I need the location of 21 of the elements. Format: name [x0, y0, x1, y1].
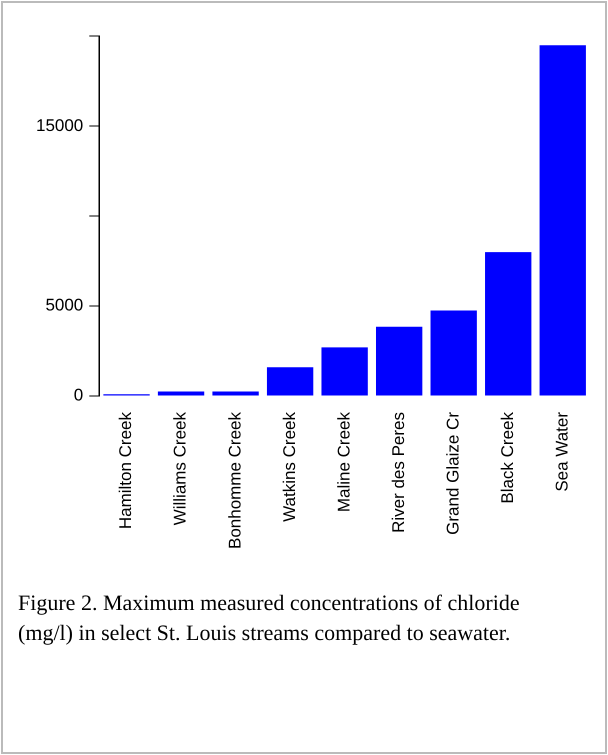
y-tick-label: 15000 [36, 116, 84, 135]
bar [430, 310, 477, 396]
caption: Figure 2. Maximum measured concentrations of chloride (mg/l) in select St. Louis streams compared to seawater. [18, 589, 521, 647]
bar [158, 392, 204, 396]
bar [540, 45, 586, 396]
x-tick-label: Williams Creek [170, 412, 190, 526]
y-tick-label: 5000 [45, 296, 84, 315]
bar [321, 347, 368, 396]
y-tick-label: 0 [74, 386, 84, 405]
x-tick-label: Grand Glaize Cr [443, 412, 462, 535]
x-tick-label: Sea Water [552, 412, 572, 492]
x-tick-label: Maline Creek [334, 412, 354, 512]
bar [266, 367, 314, 396]
x-tick-label: Bonhomme Creek [225, 412, 244, 550]
bar [212, 392, 259, 396]
x-tick-label: Hamilton Creek [116, 412, 136, 530]
bar [485, 252, 532, 396]
x-tick-label: Watkins Creek [280, 412, 299, 522]
bar [376, 326, 422, 396]
x-tick-label: River des Peres [388, 412, 408, 533]
x-tick-label: Black Creek [498, 411, 517, 504]
